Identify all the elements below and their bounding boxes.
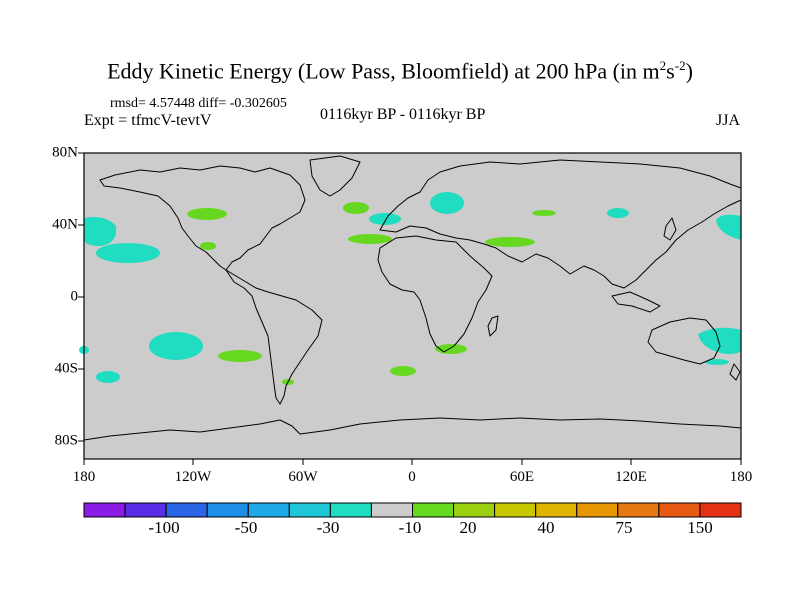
positive-patch — [532, 210, 556, 216]
x-tick-label: 0 — [408, 469, 416, 485]
greenland-coast — [309, 155, 361, 197]
colorbar-swatch — [124, 502, 167, 518]
colorbar-swatch — [494, 502, 537, 518]
colorbar-label: 40 — [537, 518, 555, 537]
positive-patch — [200, 242, 216, 250]
positive-patch — [348, 234, 392, 244]
madagascar-coast — [487, 315, 499, 337]
positive-patch — [485, 237, 535, 247]
antarctica-coast — [83, 417, 742, 441]
positive-patch — [390, 366, 416, 376]
colorbar-swatch — [288, 502, 331, 518]
colorbar-label: -30 — [316, 518, 340, 537]
eurasia-coast — [379, 159, 742, 289]
chart-title: Eddy Kinetic Energy (Low Pass, Bloomfiel… — [107, 58, 693, 84]
x-tick-label: 120W — [174, 469, 212, 485]
negative-patch — [430, 192, 464, 214]
season-label: JJA — [716, 112, 741, 129]
colorbar-swatch — [206, 502, 249, 518]
colorbar-label: -10 — [398, 518, 422, 537]
x-tick-label: 60W — [288, 469, 318, 485]
positive-patch — [218, 350, 262, 362]
colorbar-swatch — [247, 502, 290, 518]
colorbar-label: -50 — [234, 518, 258, 537]
colorbar-label: 20 — [459, 518, 477, 537]
coastlines — [83, 155, 742, 441]
y-tick-label: 40N — [52, 216, 78, 233]
stats-label: rmsd= 4.57448 diff= -0.302605 — [110, 96, 287, 111]
y-tick-label: 40S — [54, 360, 78, 377]
axis-ticks — [78, 152, 742, 465]
x-tick-label: 120E — [615, 469, 647, 485]
australia-coast — [647, 317, 721, 365]
japan-coast — [663, 217, 677, 241]
north-america-coast — [99, 165, 306, 271]
colorbar-label: 150 — [687, 518, 713, 537]
colorbar-swatch — [370, 502, 413, 518]
colorbar-label: -100 — [148, 518, 180, 537]
negative-patch — [149, 332, 203, 360]
africa-coast — [377, 235, 493, 353]
negative-patch — [705, 359, 729, 365]
colorbar-swatch — [699, 502, 742, 518]
y-tick-label: 80N — [52, 144, 78, 161]
colorbar-swatch — [535, 502, 578, 518]
experiment-label: Expt = tfmcV-tevtV — [84, 112, 212, 129]
negative-patch — [698, 327, 741, 354]
new-zealand-coast — [729, 363, 741, 381]
map-background — [84, 153, 741, 459]
y-tick-label: 80S — [54, 432, 78, 449]
colorbar-swatch — [329, 502, 372, 518]
south-america-coast — [225, 269, 323, 405]
y-tick-label: 0 — [70, 288, 79, 305]
positive-anomaly-regions — [187, 202, 556, 385]
colorbar-swatch — [576, 502, 619, 518]
colorbar-swatch — [165, 502, 208, 518]
colorbar-swatch — [412, 502, 455, 518]
colorbar-swatch — [617, 502, 660, 518]
negative-anomaly-regions — [79, 192, 741, 383]
negative-patch — [716, 214, 741, 240]
negative-patch — [96, 243, 160, 263]
x-tick-label: 180 — [729, 469, 753, 485]
colorbar-swatch — [83, 502, 126, 518]
colorbar-label: 75 — [615, 518, 633, 537]
negative-patch — [84, 217, 117, 246]
positive-patch — [187, 208, 227, 220]
negative-patch — [607, 208, 629, 218]
negative-patch — [369, 213, 401, 225]
colorbar-swatch — [453, 502, 496, 518]
x-tick-label: 60E — [509, 469, 535, 485]
positive-patch — [343, 202, 369, 214]
indonesia-coast — [611, 291, 661, 313]
period-label: 0116kyr BP - 0116kyr BP — [320, 106, 486, 123]
colorbar-swatch — [658, 502, 701, 518]
x-tick-label: 180 — [72, 469, 96, 485]
negative-patch — [96, 371, 120, 383]
colorbar — [83, 502, 742, 518]
